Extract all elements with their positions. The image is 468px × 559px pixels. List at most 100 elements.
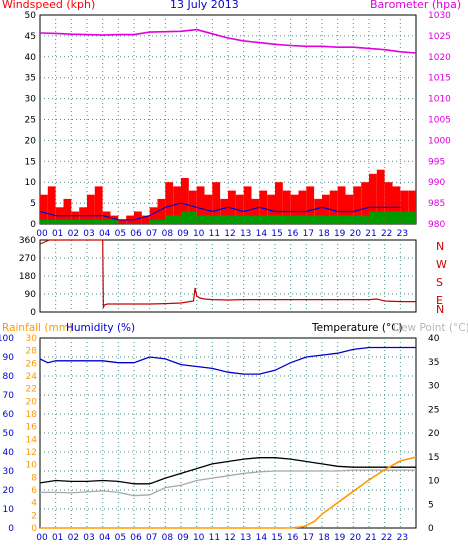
humidity-x-tick-label: 05 xyxy=(115,533,126,543)
humidity-y-tick-label: 80 xyxy=(3,372,15,382)
compass-label-e: E xyxy=(436,294,443,307)
gust-bar xyxy=(196,186,205,224)
wind-x-tick-label: 02 xyxy=(68,229,79,239)
temperature-y-tick-label: 30 xyxy=(428,382,440,392)
gust-bar xyxy=(134,211,142,224)
gust-bar xyxy=(149,207,158,224)
gust-bar xyxy=(212,182,221,224)
temperature-y-tick-label: 20 xyxy=(428,429,440,439)
rainfall-y-tick-label: 22 xyxy=(26,385,37,395)
wind-x-tick-label: 16 xyxy=(287,229,299,239)
wind-x-tick-label: 00 xyxy=(36,229,48,239)
temperature-y-tick-label: 10 xyxy=(428,477,440,487)
gust-bar xyxy=(298,190,307,224)
gust-bar xyxy=(353,186,362,224)
compass-label-w: W xyxy=(436,258,447,271)
gust-bar xyxy=(259,190,268,224)
wind-x-tick-label: 05 xyxy=(115,229,126,239)
chart-date-title: 13 July 2013 xyxy=(170,0,239,11)
gust-bar xyxy=(40,194,48,224)
wind-x-tick-label: 14 xyxy=(256,229,268,239)
gust-bar xyxy=(71,211,80,224)
average-wind-bar xyxy=(259,215,275,224)
wind-x-tick-label: 17 xyxy=(303,229,314,239)
wind-x-tick-label: 10 xyxy=(193,229,205,239)
gust-bar xyxy=(47,186,56,224)
direction-y-tick-label: 90 xyxy=(25,290,37,300)
barometer-y-tick-label: 1010 xyxy=(428,95,451,105)
rainfall-y-tick-label: 10 xyxy=(26,461,38,471)
direction-y-tick-label: 360 xyxy=(19,236,36,246)
wind-y-tick-label: 20 xyxy=(25,136,37,146)
wind-speed-line xyxy=(39,202,401,221)
humidity-x-tick-label: 21 xyxy=(365,533,376,543)
average-wind-bar xyxy=(71,219,87,224)
wind-x-tick-label: 15 xyxy=(271,229,282,239)
gust-bar xyxy=(329,190,338,224)
wind-x-tick-label: 21 xyxy=(365,229,376,239)
wind-x-tick-label: 18 xyxy=(318,229,330,239)
gust-bar xyxy=(118,219,127,224)
average-wind-bar xyxy=(306,215,322,224)
barometer-y-tick-label: 990 xyxy=(428,178,445,188)
wind-direction-line xyxy=(39,239,416,309)
average-wind-bar xyxy=(400,211,416,224)
humidity-y-tick-label: 70 xyxy=(3,391,15,401)
wind-y-tick-label: 25 xyxy=(25,116,36,126)
humidity-x-tick-label: 07 xyxy=(146,533,157,543)
rainfall-y-tick-label: 12 xyxy=(26,448,37,458)
wind-x-tick-label: 04 xyxy=(99,229,111,239)
gust-bar xyxy=(181,178,189,224)
compass-label-n-top: N xyxy=(436,240,444,253)
wind-x-tick-label: 11 xyxy=(209,229,220,239)
humidity-x-tick-label: 13 xyxy=(240,533,251,543)
average-wind-bar xyxy=(275,215,291,224)
barometer-y-tick-label: 1025 xyxy=(428,32,451,42)
humidity-y-tick-label: 20 xyxy=(3,486,15,496)
rainfall-y-tick-label: 8 xyxy=(31,473,37,483)
humidity-x-tick-label: 04 xyxy=(99,533,111,543)
barometer-y-tick-label: 980 xyxy=(428,220,445,230)
humidity-x-tick-label: 00 xyxy=(36,533,48,543)
humidity-x-tick-label: 17 xyxy=(303,533,314,543)
temperature-y-tick-label: 0 xyxy=(428,524,434,534)
gust-bar xyxy=(392,186,401,224)
barometer-y-tick-label: 1005 xyxy=(428,116,451,126)
barometer-y-tick-label: 1015 xyxy=(428,74,451,84)
wind-y-tick-label: 0 xyxy=(30,220,36,230)
average-wind-bar xyxy=(337,215,354,224)
average-wind-bar xyxy=(290,215,307,224)
wind-x-tick-label: 06 xyxy=(130,229,142,239)
temperature-y-tick-label: 40 xyxy=(428,334,440,344)
rainfall-y-tick-label: 20 xyxy=(26,397,38,407)
wind-y-tick-label: 5 xyxy=(30,199,36,209)
humidity-x-tick-label: 08 xyxy=(162,533,174,543)
wind-y-tick-label: 40 xyxy=(25,53,37,63)
humidity-x-tick-label: 10 xyxy=(193,533,205,543)
gust-bar xyxy=(173,186,181,224)
average-wind-bar xyxy=(369,211,385,224)
wind-x-tick-label: 01 xyxy=(52,229,63,239)
average-wind-bar xyxy=(165,215,181,224)
rainfall-y-tick-label: 26 xyxy=(26,359,38,369)
wind-x-tick-label: 20 xyxy=(350,229,362,239)
barometer-y-tick-label: 985 xyxy=(428,199,445,209)
gust-bar xyxy=(282,190,291,224)
average-wind-bar xyxy=(102,219,119,224)
compass-label-s: S xyxy=(436,276,443,289)
wind-x-tick-label: 08 xyxy=(162,229,174,239)
barometer-y-tick-label: 1020 xyxy=(428,53,451,63)
wind-x-tick-label: 23 xyxy=(397,229,408,239)
gust-bar xyxy=(141,215,150,224)
average-wind-bar xyxy=(384,211,401,224)
wind-barometer-chart: 0510152025303540455098098599099510001005… xyxy=(25,11,452,239)
rainfall-y-tick-label: 0 xyxy=(31,524,37,534)
barometer-y-tick-label: 1000 xyxy=(428,136,451,146)
average-wind-bar xyxy=(353,215,369,224)
humidity-y-tick-label: 60 xyxy=(3,410,15,420)
rainfall-y-tick-label: 24 xyxy=(26,372,38,382)
humidity-y-tick-label: 10 xyxy=(3,505,15,515)
humidity-x-tick-label: 06 xyxy=(130,533,142,543)
compass-label-n-bottom: N xyxy=(436,303,444,316)
